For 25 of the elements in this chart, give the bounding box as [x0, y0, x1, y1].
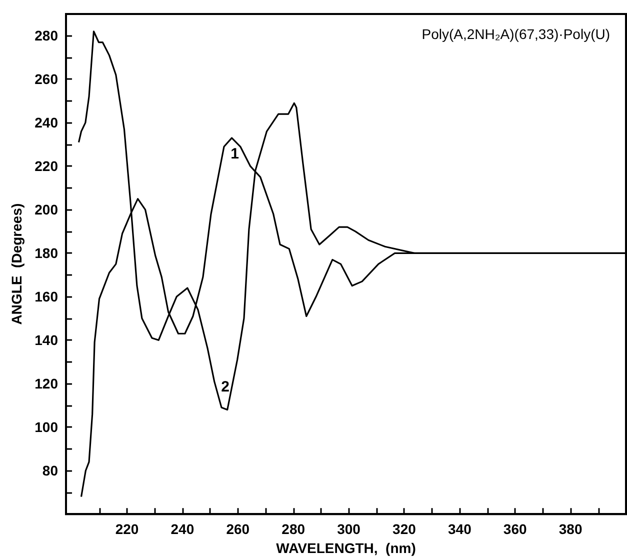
- y-tick-label: 240: [34, 114, 58, 131]
- y-tick-label: 180: [34, 245, 58, 262]
- y-axis-title: ANGLE (Degrees): [8, 203, 25, 325]
- x-tick-label: 380: [558, 521, 582, 538]
- x-tick-label: 260: [226, 521, 250, 538]
- annotation: 1: [230, 145, 239, 162]
- y-tick-label: 220: [34, 158, 58, 174]
- x-tick-label: 340: [448, 521, 472, 538]
- x-axis-title: WAVELENGTH, (nm): [276, 540, 416, 556]
- y-tick-label: 200: [34, 202, 58, 218]
- x-tick-label: 360: [503, 521, 527, 538]
- annotation: 2: [221, 378, 230, 396]
- y-tick-label: 160: [34, 288, 58, 305]
- y-tick-label: 280: [34, 28, 58, 44]
- y-tick-label: 140: [34, 332, 58, 348]
- y-tick-label: 260: [34, 71, 58, 88]
- x-tick-label: 280: [282, 521, 306, 538]
- x-tick-label: 320: [392, 521, 416, 538]
- text: Poly(A,2NH₂A)(67,33)·Poly(U): [422, 26, 610, 42]
- x-tick-label: 300: [337, 521, 361, 538]
- y-tick-label: 80: [42, 462, 58, 479]
- y-tick-label: 100: [34, 419, 58, 436]
- y-tick-label: 120: [34, 376, 58, 392]
- x-tick-label: 220: [115, 521, 139, 538]
- x-tick-label: 240: [170, 521, 194, 538]
